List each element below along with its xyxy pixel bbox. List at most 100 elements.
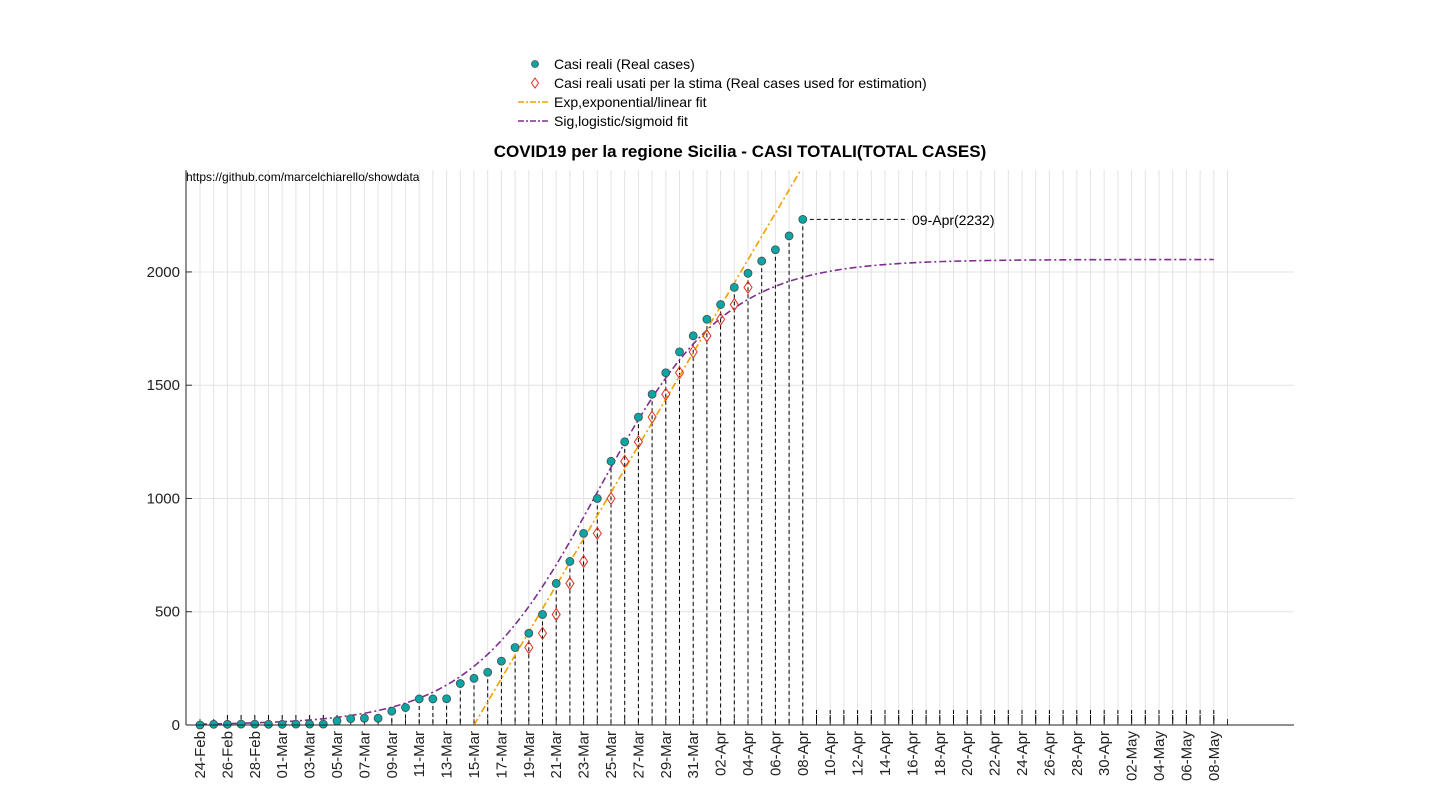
x-tick-label: 21-Mar — [548, 731, 565, 779]
estimation-point — [729, 297, 739, 312]
legend-label: Casi reali usati per la stima (Real case… — [554, 75, 927, 91]
real-case-point — [606, 456, 616, 466]
legend-item-exp-fit: Exp,exponential/linear fit — [514, 92, 707, 112]
real-case-point — [469, 673, 479, 683]
estimation-point — [592, 526, 602, 541]
real-case-point — [524, 628, 534, 638]
y-tick-label: 1000 — [147, 490, 180, 507]
x-tick-label: 04-May — [1151, 731, 1168, 782]
x-tick-label: 24-Feb — [192, 731, 209, 779]
legend-item-sig-fit: Sig,logistic/sigmoid fit — [514, 111, 688, 131]
real-case-point — [565, 557, 575, 566]
source-url: https://github.com/marcelchiarello/showd… — [186, 170, 420, 184]
x-tick-label: 08-May — [1206, 731, 1223, 782]
y-tick-label: 500 — [155, 604, 180, 621]
real-case-point — [592, 494, 602, 503]
real-case-point — [373, 713, 383, 723]
estimation-point — [702, 328, 712, 343]
x-tick-label: 25-Mar — [603, 731, 620, 779]
drop-lines — [226, 218, 1215, 723]
estimation-point — [633, 434, 644, 449]
estimation-point — [661, 387, 671, 402]
real-case-point — [455, 679, 465, 688]
real-case-point — [318, 719, 328, 729]
real-case-point — [757, 256, 767, 266]
estimation-point — [715, 312, 726, 327]
y-tick-label: 0 — [172, 717, 180, 734]
real-case-point — [414, 694, 424, 704]
estimation-point — [524, 640, 534, 655]
estimation-point — [743, 280, 753, 295]
x-tick-label: 04-Apr — [740, 731, 757, 776]
real-case-point — [209, 719, 219, 729]
real-case-point — [579, 528, 588, 538]
x-tick-label: 30-Apr — [1096, 731, 1113, 776]
real-case-point — [305, 719, 315, 729]
x-tick-label: 26-Apr — [1041, 731, 1058, 776]
real-case-point — [401, 703, 410, 712]
legend-line-dashdot — [518, 120, 550, 122]
real-case-point — [771, 245, 780, 255]
real-case-point — [291, 719, 301, 729]
x-tick-label: 06-May — [1178, 731, 1195, 782]
real-case-point — [675, 347, 684, 357]
real-case-point — [387, 706, 397, 716]
grid-lines — [186, 170, 1294, 725]
x-tick-label: 14-Apr — [877, 731, 894, 776]
x-tick-label: 19-Mar — [521, 731, 538, 779]
x-tick-label: 03-Mar — [302, 731, 319, 779]
x-tick-label: 15-Mar — [466, 731, 483, 779]
x-tick-label: 20-Apr — [959, 731, 976, 776]
estimation-point — [647, 410, 657, 425]
x-tick-label: 09-Mar — [384, 731, 401, 779]
real-case-point — [688, 331, 698, 341]
x-tick-label: 02-Apr — [713, 731, 730, 776]
real-case-point — [332, 716, 342, 726]
legend-marker-diamond — [530, 77, 540, 89]
x-tick-label: 28-Feb — [247, 731, 264, 779]
x-tick-label: 06-Apr — [767, 731, 784, 776]
legend-label: Exp,exponential/linear fit — [554, 94, 707, 110]
x-tick-label: 26-Feb — [219, 731, 236, 779]
x-tick-label: 24-Apr — [1014, 731, 1031, 776]
real-case-point — [729, 282, 739, 292]
x-tick-label: 01-Mar — [274, 731, 291, 779]
x-tick-label: 22-Apr — [987, 731, 1004, 776]
real-case-point — [250, 719, 260, 729]
x-tick-label: 27-Mar — [630, 731, 647, 779]
real-case-point — [620, 437, 630, 447]
x-tick-label: 28-Apr — [1069, 731, 1086, 776]
data-markers — [195, 214, 808, 730]
real-case-point — [510, 643, 520, 652]
real-case-point — [428, 694, 438, 704]
x-tick-label: 07-Mar — [356, 731, 373, 779]
x-tick-label: 08-Apr — [795, 731, 812, 776]
real-case-point — [743, 268, 753, 278]
real-case-point — [236, 719, 246, 729]
estimation-point — [551, 607, 561, 622]
real-case-point — [661, 368, 671, 378]
estimation-point — [620, 454, 630, 469]
real-case-point — [634, 412, 643, 422]
real-case-point — [277, 719, 287, 729]
x-tick-label: 17-Mar — [493, 731, 510, 779]
real-case-point — [496, 656, 506, 666]
x-tick-label: 13-Mar — [439, 731, 456, 779]
real-case-point — [346, 714, 356, 724]
chart-title: COVID19 per la regione Sicilia - CASI TO… — [493, 142, 987, 161]
estimation-point — [606, 491, 616, 506]
x-tick-label: 11-Mar — [411, 731, 428, 777]
x-tick-label: 23-Mar — [576, 731, 593, 779]
real-case-point — [359, 713, 369, 723]
x-tick-label: 12-Apr — [850, 731, 867, 776]
real-case-point — [222, 719, 232, 729]
estimation-point — [578, 554, 589, 569]
real-case-point — [798, 214, 808, 224]
estimation-point — [537, 626, 548, 641]
x-tick-label: 10-Apr — [822, 731, 839, 776]
x-tick-label: 18-Apr — [932, 731, 949, 776]
legend-marker-circle — [531, 60, 539, 68]
x-tick-label: 31-Mar — [685, 731, 702, 779]
real-case-point — [264, 719, 273, 729]
